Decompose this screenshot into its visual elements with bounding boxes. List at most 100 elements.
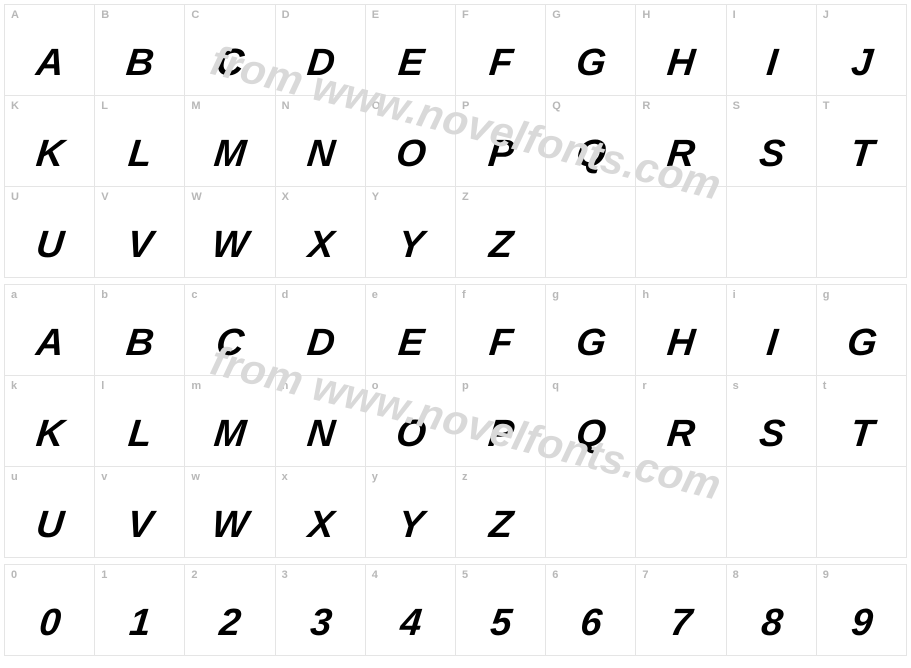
cell-label: v <box>101 471 178 483</box>
cell-glyph: D <box>273 42 367 85</box>
cell-label: h <box>642 289 719 301</box>
cell-label: D <box>282 9 359 21</box>
glyph-cell: vV <box>95 467 184 557</box>
cell-glyph: 7 <box>634 602 728 645</box>
glyph-cell: uU <box>5 467 94 557</box>
glyph-cell: KK <box>5 96 94 186</box>
cell-glyph: K <box>3 413 97 456</box>
glyph-cell <box>817 467 906 557</box>
glyph-cell <box>546 467 635 557</box>
glyph-cell: hH <box>636 285 725 375</box>
glyph-cell: SS <box>727 96 816 186</box>
cell-glyph: H <box>634 42 728 85</box>
cell-glyph: A <box>3 322 97 365</box>
cell-label: A <box>11 9 88 21</box>
glyph-cell: GG <box>546 5 635 95</box>
glyph-cell: 88 <box>727 565 816 655</box>
cell-label: 8 <box>733 569 810 581</box>
cell-glyph: S <box>724 413 818 456</box>
glyph-cell: TT <box>817 96 906 186</box>
glyph-cell: OO <box>366 96 455 186</box>
chart-section: aAbBcCdDeEfFgGhHiIgGkKlLmMnNoOpPqQrRsStT… <box>4 284 907 558</box>
cell-label: E <box>372 9 449 21</box>
cell-label: u <box>11 471 88 483</box>
cell-label: 4 <box>372 569 449 581</box>
glyph-cell: ZZ <box>456 187 545 277</box>
glyph-cell: 00 <box>5 565 94 655</box>
cell-glyph: Z <box>454 224 548 267</box>
glyph-cell: QQ <box>546 96 635 186</box>
cell-label: d <box>282 289 359 301</box>
cell-label: F <box>462 9 539 21</box>
glyph-cell: 66 <box>546 565 635 655</box>
glyph-cell: XX <box>276 187 365 277</box>
cell-label: W <box>191 191 268 203</box>
glyph-cell: pP <box>456 376 545 466</box>
cell-label: Y <box>372 191 449 203</box>
cell-glyph: B <box>93 42 187 85</box>
glyph-cell <box>546 187 635 277</box>
cell-label: J <box>823 9 900 21</box>
glyph-cell: eE <box>366 285 455 375</box>
glyph-cell: 55 <box>456 565 545 655</box>
glyph-cell: tT <box>817 376 906 466</box>
cell-label: g <box>823 289 900 301</box>
cell-label: I <box>733 9 810 21</box>
cell-label: B <box>101 9 178 21</box>
glyph-cell: iI <box>727 285 816 375</box>
glyph-cell: qQ <box>546 376 635 466</box>
cell-label: g <box>552 289 629 301</box>
cell-glyph: K <box>3 133 97 176</box>
cell-glyph: F <box>454 42 548 85</box>
glyph-cell: BB <box>95 5 184 95</box>
cell-glyph: O <box>364 413 458 456</box>
cell-glyph: V <box>93 504 187 547</box>
cell-glyph: U <box>3 224 97 267</box>
cell-glyph: G <box>544 322 638 365</box>
cell-glyph: B <box>93 322 187 365</box>
cell-label: x <box>282 471 359 483</box>
cell-glyph: P <box>454 413 548 456</box>
glyph-cell: UU <box>5 187 94 277</box>
cell-label: M <box>191 100 268 112</box>
glyph-cell: II <box>727 5 816 95</box>
font-chart: from www.novelfonts.com from www.novelfo… <box>4 4 907 656</box>
cell-label: X <box>282 191 359 203</box>
cell-label: V <box>101 191 178 203</box>
cell-label: z <box>462 471 539 483</box>
cell-label: S <box>733 100 810 112</box>
cell-glyph: M <box>183 133 277 176</box>
glyph-cell: xX <box>276 467 365 557</box>
cell-label: o <box>372 380 449 392</box>
cell-glyph: G <box>815 322 909 365</box>
cell-glyph: F <box>454 322 548 365</box>
cell-glyph: W <box>183 224 277 267</box>
cell-glyph: E <box>364 42 458 85</box>
glyph-cell <box>636 467 725 557</box>
cell-label: H <box>642 9 719 21</box>
glyph-cell: YY <box>366 187 455 277</box>
cell-label: q <box>552 380 629 392</box>
glyph-cell: wW <box>185 467 274 557</box>
glyph-cell: lL <box>95 376 184 466</box>
cell-glyph: W <box>183 504 277 547</box>
glyph-cell: 99 <box>817 565 906 655</box>
cell-label: w <box>191 471 268 483</box>
cell-glyph: Y <box>364 504 458 547</box>
cell-glyph: T <box>815 413 909 456</box>
glyph-cell: sS <box>727 376 816 466</box>
glyph-cell: PP <box>456 96 545 186</box>
glyph-cell: mM <box>185 376 274 466</box>
glyph-cell: cC <box>185 285 274 375</box>
cell-glyph: 4 <box>364 602 458 645</box>
cell-glyph: O <box>364 133 458 176</box>
cell-glyph: Q <box>544 133 638 176</box>
cell-glyph: 1 <box>93 602 187 645</box>
cell-glyph: D <box>273 322 367 365</box>
glyph-cell: AA <box>5 5 94 95</box>
cell-label: c <box>191 289 268 301</box>
cell-label: T <box>823 100 900 112</box>
cell-label: n <box>282 380 359 392</box>
glyph-cell <box>636 187 725 277</box>
glyph-cell: JJ <box>817 5 906 95</box>
